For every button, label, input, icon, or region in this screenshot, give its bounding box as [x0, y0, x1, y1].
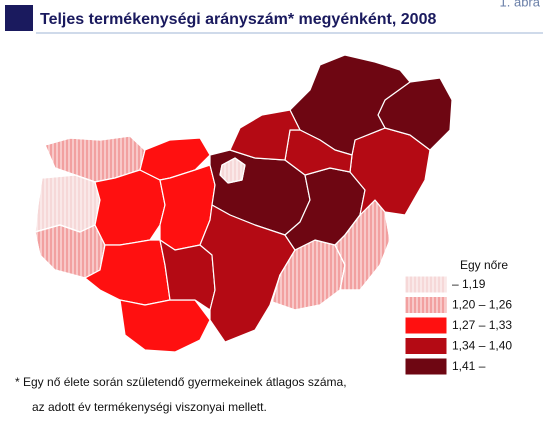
county [199, 204, 296, 343]
legend-label: 1,20 – 1,26 [452, 298, 512, 312]
legend-swatch [404, 357, 448, 376]
legend-hatch [405, 296, 447, 314]
county [119, 299, 211, 353]
county [94, 169, 166, 246]
legend-label: 1,27 – 1,33 [452, 318, 512, 332]
county-hatch [219, 157, 246, 184]
title-marker [5, 5, 33, 31]
legend-swatch [404, 316, 448, 335]
county-hatch [34, 224, 106, 279]
legend-label: 1,41 – [452, 359, 486, 373]
footnote: az adott év termékenységi viszonyai mell… [32, 400, 267, 414]
legend-label: – 1,19 [452, 277, 486, 291]
county [229, 109, 301, 161]
counties [34, 54, 453, 353]
legend-hatch [405, 276, 447, 293]
legend-title: Egy nőre [460, 258, 508, 272]
figure-label: 1. ábra [500, 0, 541, 9]
title: Teljes termékenységi arányszám* megyénké… [40, 11, 436, 28]
footnote: * Egy nő élete során születendő gyermeke… [15, 375, 347, 389]
legend-label: 1,34 – 1,40 [452, 339, 512, 353]
legend: – 1,19 1,20 – 1,26 1,27 – 1,33 1,34 – 1,40 1… [404, 275, 512, 376]
legend-swatch [404, 337, 448, 355]
county-hatch [34, 174, 101, 233]
